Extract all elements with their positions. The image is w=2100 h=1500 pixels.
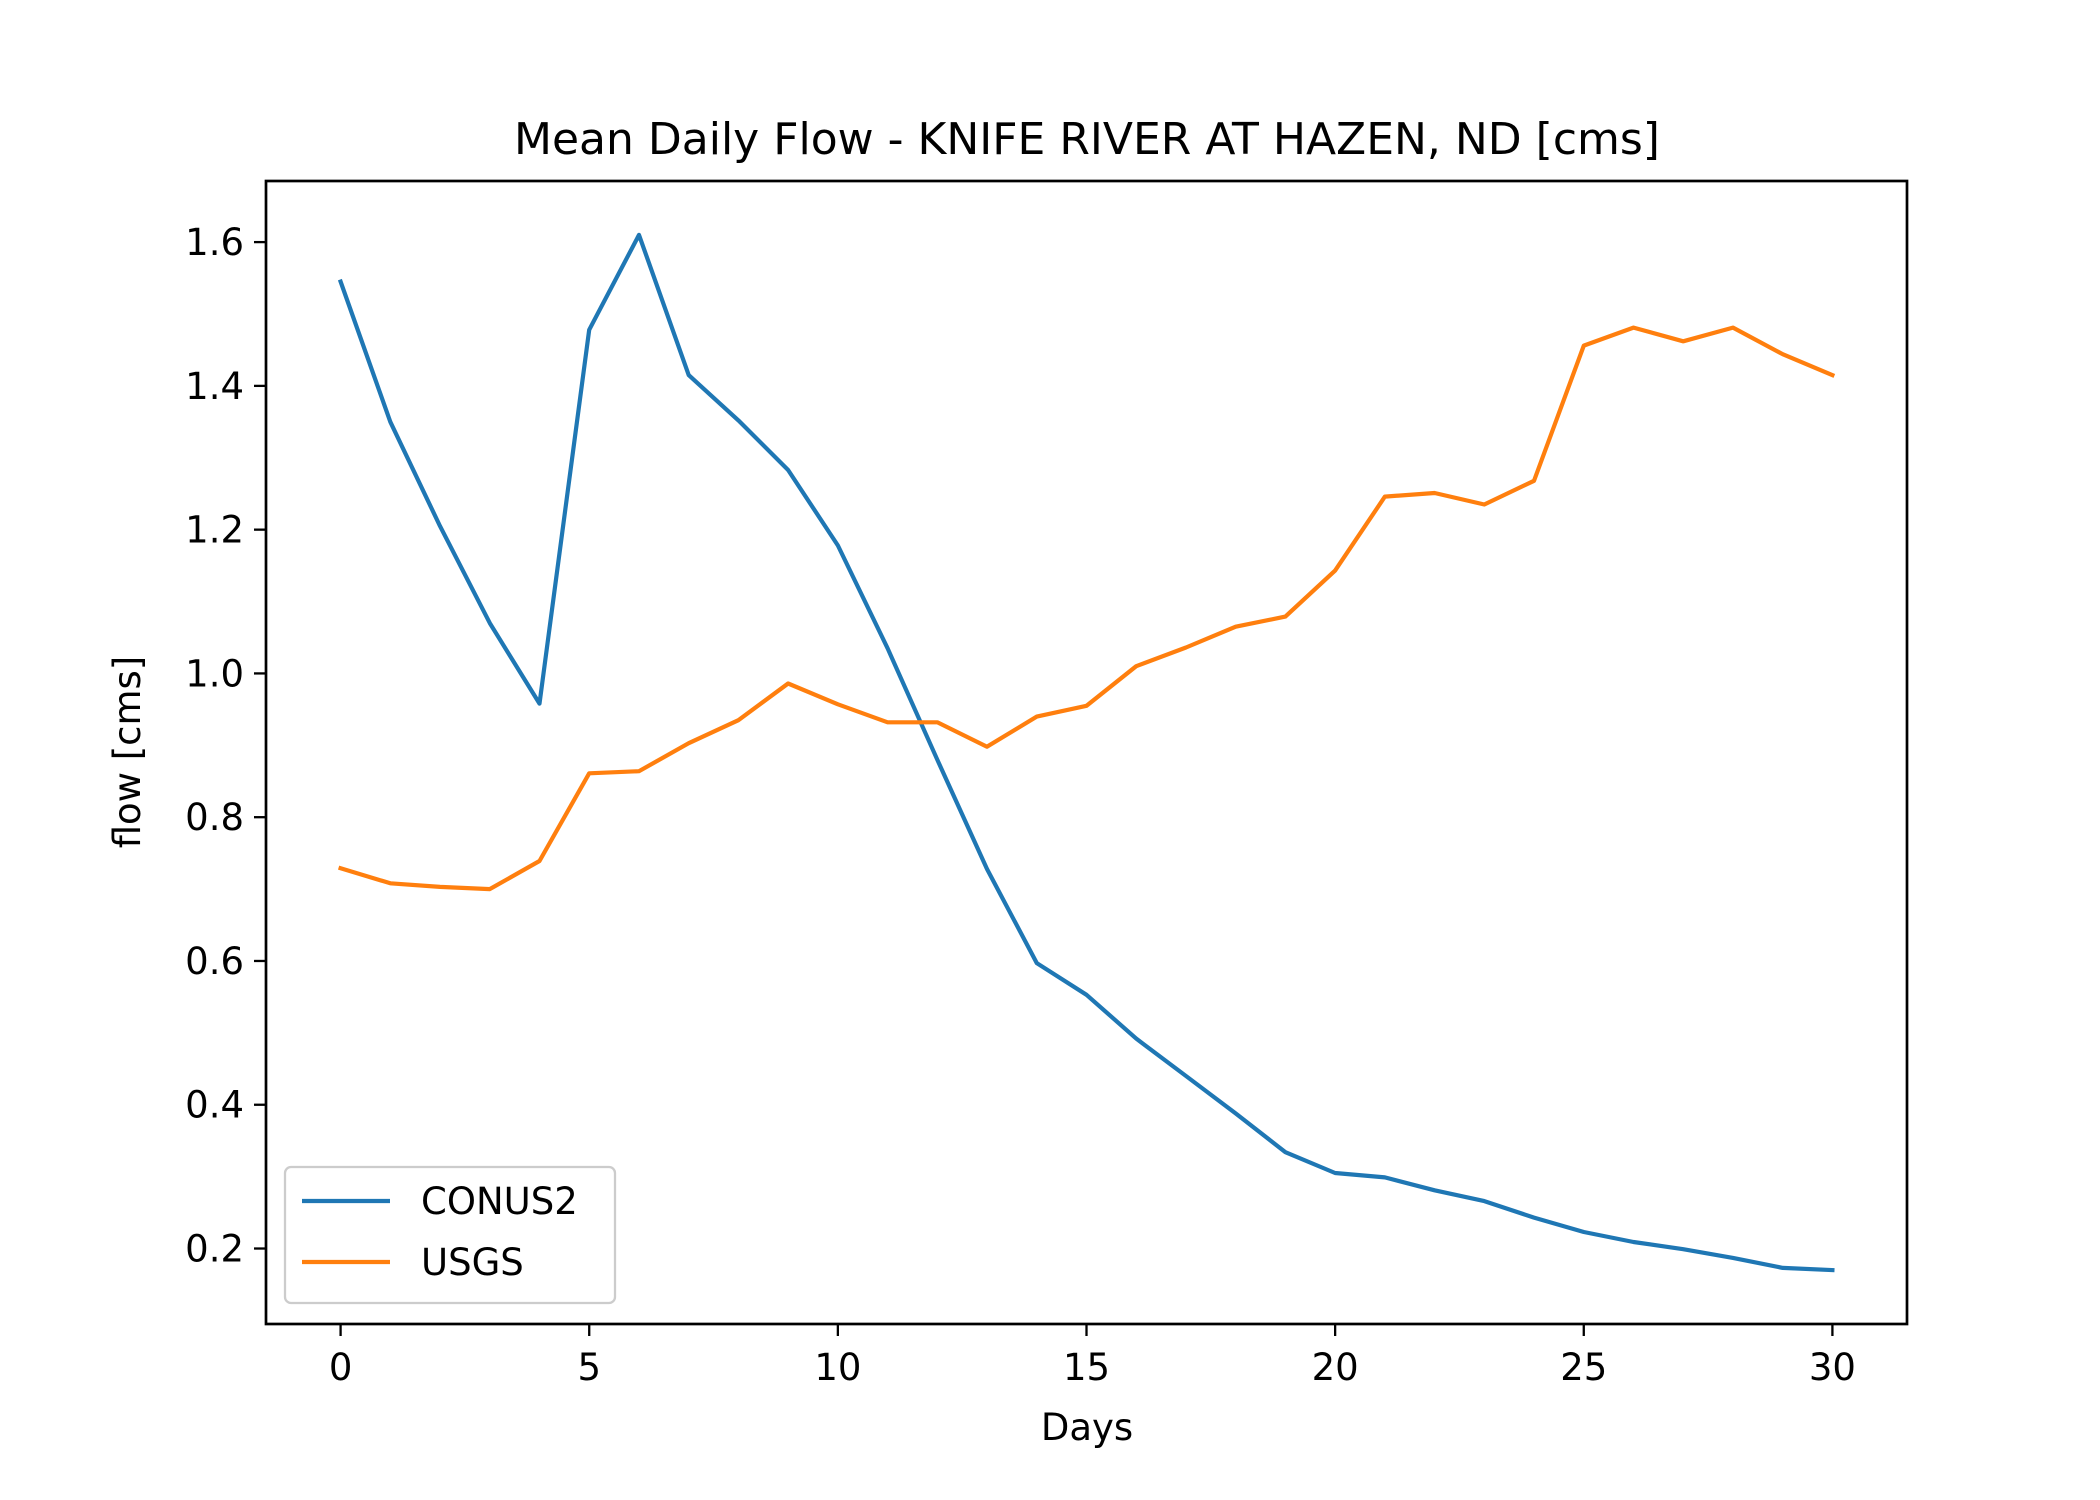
x-tick-label: 15 [1063, 1346, 1110, 1389]
y-tick-label: 1.4 [185, 365, 244, 408]
axis-ticks: 0 5 10 15 20 25 30 0.2 0.4 0.6 0.8 1.0 1.2 1.4 1.6 [185, 221, 1856, 1389]
y-axis-label: flow [cms] [106, 656, 149, 849]
series-line-conus2 [337, 232, 1835, 1273]
y-tick-label: 0.8 [185, 796, 244, 839]
y-tick-label: 1.0 [185, 652, 244, 695]
x-tick-label: 5 [577, 1346, 601, 1389]
x-tick-label: 25 [1560, 1346, 1607, 1389]
chart-title: Mean Daily Flow - KNIFE RIVER AT HAZEN, … [514, 114, 1660, 165]
legend: CONUS2 USGS [283, 1165, 617, 1305]
y-tick-label: 0.6 [185, 940, 244, 983]
legend-label-conus2: CONUS2 [421, 1180, 578, 1223]
y-tick-label: 0.2 [185, 1228, 244, 1271]
y-tick-label: 0.4 [185, 1084, 244, 1127]
x-tick-label: 10 [814, 1346, 861, 1389]
x-tick-label: 20 [1312, 1346, 1359, 1389]
legend-label-usgs: USGS [421, 1241, 524, 1284]
x-axis-label: Days [1041, 1406, 1133, 1449]
y-tick-label: 1.6 [185, 221, 244, 264]
plot-frame [264, 179, 1909, 1326]
x-tick-label: 0 [329, 1346, 353, 1389]
series-line-usgs [337, 325, 1836, 892]
series-lines [337, 232, 1836, 1273]
x-tick-label: 30 [1809, 1346, 1856, 1389]
y-tick-label: 1.2 [185, 509, 244, 552]
